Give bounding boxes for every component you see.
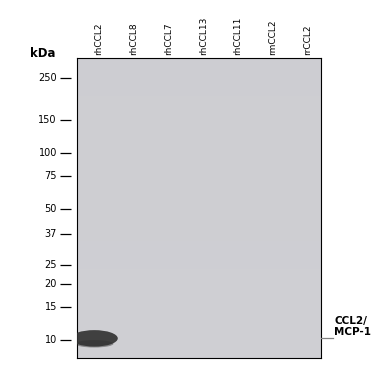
Text: rhCCL2: rhCCL2 — [94, 23, 103, 55]
Text: 37: 37 — [45, 229, 57, 238]
Text: rhCCL11: rhCCL11 — [234, 17, 243, 55]
Text: 150: 150 — [38, 115, 57, 125]
Text: rhCCL13: rhCCL13 — [199, 17, 208, 55]
Text: 50: 50 — [45, 204, 57, 214]
Text: 10: 10 — [45, 335, 57, 345]
Text: 250: 250 — [38, 73, 57, 83]
Text: 75: 75 — [44, 171, 57, 181]
Text: 15: 15 — [45, 302, 57, 312]
Ellipse shape — [75, 340, 113, 348]
Text: rhCCL8: rhCCL8 — [129, 22, 138, 55]
Text: 25: 25 — [44, 261, 57, 270]
Text: 100: 100 — [39, 148, 57, 158]
Text: CCL2/
MCP-1: CCL2/ MCP-1 — [334, 316, 371, 337]
Text: kDa: kDa — [30, 47, 55, 60]
Text: 20: 20 — [45, 279, 57, 289]
Ellipse shape — [71, 330, 118, 346]
Text: rmCCL2: rmCCL2 — [268, 20, 278, 55]
Text: rhCCL7: rhCCL7 — [164, 22, 173, 55]
Text: rrCCL2: rrCCL2 — [303, 25, 312, 55]
